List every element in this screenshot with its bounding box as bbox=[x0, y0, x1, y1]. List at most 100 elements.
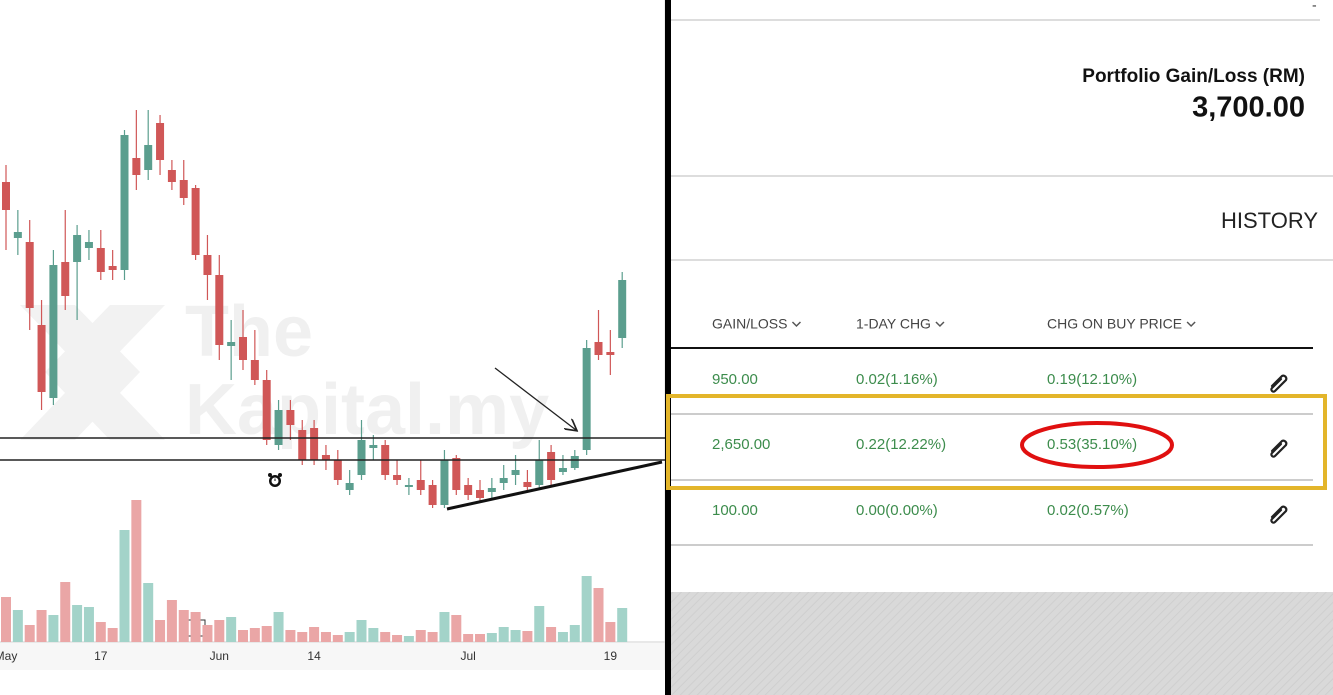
table-cell: 0.53(35.10%) bbox=[1047, 436, 1137, 453]
candle-body bbox=[132, 158, 141, 175]
volume-bar bbox=[534, 606, 545, 642]
volume-bar bbox=[475, 634, 485, 642]
attach-icon[interactable] bbox=[1270, 439, 1288, 458]
history-tab[interactable]: HISTORY bbox=[1221, 208, 1318, 233]
candle-body bbox=[156, 123, 165, 160]
candle-body bbox=[487, 488, 496, 492]
candle-body bbox=[416, 480, 425, 490]
volume-bar bbox=[214, 620, 225, 642]
volume-bar bbox=[226, 617, 237, 642]
watermark: The bbox=[185, 292, 313, 372]
volume-bar bbox=[107, 628, 118, 642]
table-cell: 0.02(1.16%) bbox=[856, 371, 938, 388]
dash: - bbox=[1312, 0, 1317, 13]
volume-bar bbox=[297, 632, 308, 642]
candle-body bbox=[523, 482, 532, 487]
date-axis-bg bbox=[0, 643, 665, 670]
sort-chevron bbox=[791, 321, 801, 328]
candle-body bbox=[404, 485, 413, 487]
portfolio-value: 3,700.00 bbox=[1192, 92, 1305, 124]
portfolio-panel: - Portfolio Gain/Loss (RM) 3,700.00 HIST… bbox=[666, 0, 1333, 695]
volume-bar bbox=[403, 636, 414, 642]
volume-bar bbox=[60, 582, 71, 642]
candle-body bbox=[452, 458, 461, 490]
table-cell: 0.22(12.22%) bbox=[856, 436, 946, 453]
volume-bar bbox=[261, 626, 272, 642]
volume-bar bbox=[190, 612, 201, 642]
attach-icon[interactable] bbox=[1270, 374, 1288, 393]
candle-body bbox=[37, 325, 46, 392]
volume-bar bbox=[392, 635, 403, 642]
candle-body bbox=[108, 266, 117, 270]
candle-body bbox=[250, 360, 259, 380]
attach-icon[interactable] bbox=[1270, 505, 1288, 524]
column-header[interactable]: CHG ON BUY PRICE bbox=[1047, 316, 1182, 332]
volume-bar bbox=[344, 632, 355, 642]
volume-bar bbox=[202, 625, 213, 642]
candle-body bbox=[144, 145, 153, 170]
candle-body bbox=[476, 490, 484, 498]
volume-bar bbox=[415, 630, 426, 642]
candle-body bbox=[274, 410, 283, 445]
candle-body bbox=[369, 445, 378, 448]
candle-body bbox=[345, 483, 354, 490]
candle-body bbox=[2, 182, 10, 210]
x-tick-label: 17 bbox=[94, 649, 108, 663]
candle-body bbox=[73, 235, 82, 262]
candle-body bbox=[61, 262, 70, 296]
candle-body bbox=[333, 460, 342, 480]
candle-body bbox=[13, 232, 22, 238]
candle-body bbox=[262, 380, 271, 440]
volume-bar bbox=[617, 608, 628, 642]
volume-bar bbox=[83, 607, 94, 642]
highlight-box bbox=[666, 394, 1327, 490]
volume-bar bbox=[24, 625, 35, 642]
highlight-ellipse bbox=[1020, 421, 1174, 469]
volume-bar bbox=[439, 612, 450, 642]
column-header[interactable]: 1-DAY CHG bbox=[856, 316, 931, 332]
candle-body bbox=[203, 255, 212, 275]
volume-bar bbox=[72, 605, 83, 642]
candle-body bbox=[96, 248, 105, 272]
volume-bar bbox=[569, 625, 580, 642]
volume-bar bbox=[1, 597, 11, 642]
candle-body bbox=[582, 348, 591, 450]
volume-bar bbox=[12, 610, 23, 642]
volume-bar bbox=[178, 610, 189, 642]
candle-body bbox=[594, 342, 603, 355]
x-tick-label: Jun bbox=[210, 649, 229, 663]
candle-body bbox=[49, 265, 58, 398]
volume-bar bbox=[546, 627, 557, 642]
volume-bar bbox=[238, 630, 248, 642]
candle-body bbox=[499, 478, 508, 483]
candle-body bbox=[321, 455, 330, 460]
volume-bar bbox=[320, 632, 331, 642]
candle-body bbox=[310, 428, 319, 460]
volume-bar bbox=[522, 631, 533, 642]
alarm-icon bbox=[268, 473, 282, 487]
candle-body bbox=[570, 456, 579, 468]
volume-bar bbox=[557, 632, 568, 642]
candle-body bbox=[558, 468, 567, 472]
volume-bar bbox=[155, 620, 166, 642]
volume-bar bbox=[119, 530, 130, 642]
sort-chevron bbox=[1186, 321, 1196, 328]
candle-body bbox=[511, 470, 520, 475]
volume-bar bbox=[451, 615, 462, 642]
x-tick-label: 14 bbox=[307, 649, 321, 663]
column-header[interactable]: GAIN/LOSS bbox=[712, 316, 787, 332]
volume-bar bbox=[273, 612, 284, 642]
table-cell: 2,650.00 bbox=[712, 436, 770, 453]
volume-bar bbox=[463, 634, 474, 642]
chart-panel: The Kapital.my E May17Jun14Jul19 bbox=[0, 0, 666, 670]
volume-bar bbox=[166, 600, 177, 642]
candle-body bbox=[286, 410, 295, 425]
volume-bar bbox=[309, 627, 320, 642]
volume-bar bbox=[605, 622, 616, 642]
volume-bar bbox=[249, 628, 260, 642]
volume-bar bbox=[95, 622, 106, 642]
candle-body bbox=[25, 242, 34, 308]
candle-body bbox=[428, 485, 437, 505]
volume-bar bbox=[356, 620, 367, 642]
candle-body bbox=[120, 135, 129, 270]
